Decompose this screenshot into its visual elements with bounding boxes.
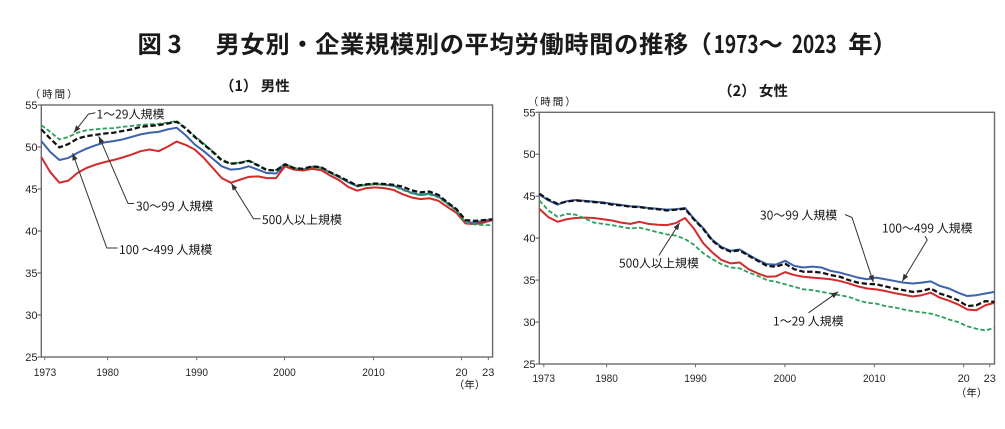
svg-text:25: 25 — [523, 359, 535, 371]
svg-text:1980: 1980 — [96, 367, 119, 379]
svg-text:35: 35 — [523, 275, 535, 287]
svg-text:2000: 2000 — [273, 367, 296, 379]
svg-text:20: 20 — [455, 367, 467, 379]
svg-text:45: 45 — [25, 184, 37, 196]
svg-text:2010: 2010 — [863, 373, 886, 385]
svg-text:25: 25 — [25, 352, 37, 364]
svg-text:20: 20 — [958, 373, 970, 385]
svg-text:2010: 2010 — [362, 367, 385, 379]
svg-text:40: 40 — [523, 233, 535, 245]
svg-text:55: 55 — [25, 100, 37, 112]
svg-text:40: 40 — [25, 226, 37, 238]
svg-text:1973: 1973 — [533, 373, 556, 385]
svg-text:1980: 1980 — [595, 373, 618, 385]
svg-text:50: 50 — [523, 149, 535, 161]
svg-text:23: 23 — [984, 373, 996, 385]
svg-text:30: 30 — [25, 310, 37, 322]
svg-text:1973: 1973 — [34, 367, 57, 379]
svg-text:1990: 1990 — [186, 367, 209, 379]
svg-text:30: 30 — [523, 317, 535, 329]
svg-text:35: 35 — [25, 268, 37, 280]
svg-text:50: 50 — [25, 142, 37, 154]
svg-text:45: 45 — [523, 191, 535, 203]
svg-text:2000: 2000 — [774, 373, 797, 385]
svg-text:55: 55 — [523, 107, 535, 119]
svg-text:23: 23 — [482, 367, 494, 379]
svg-text:1990: 1990 — [684, 373, 707, 385]
